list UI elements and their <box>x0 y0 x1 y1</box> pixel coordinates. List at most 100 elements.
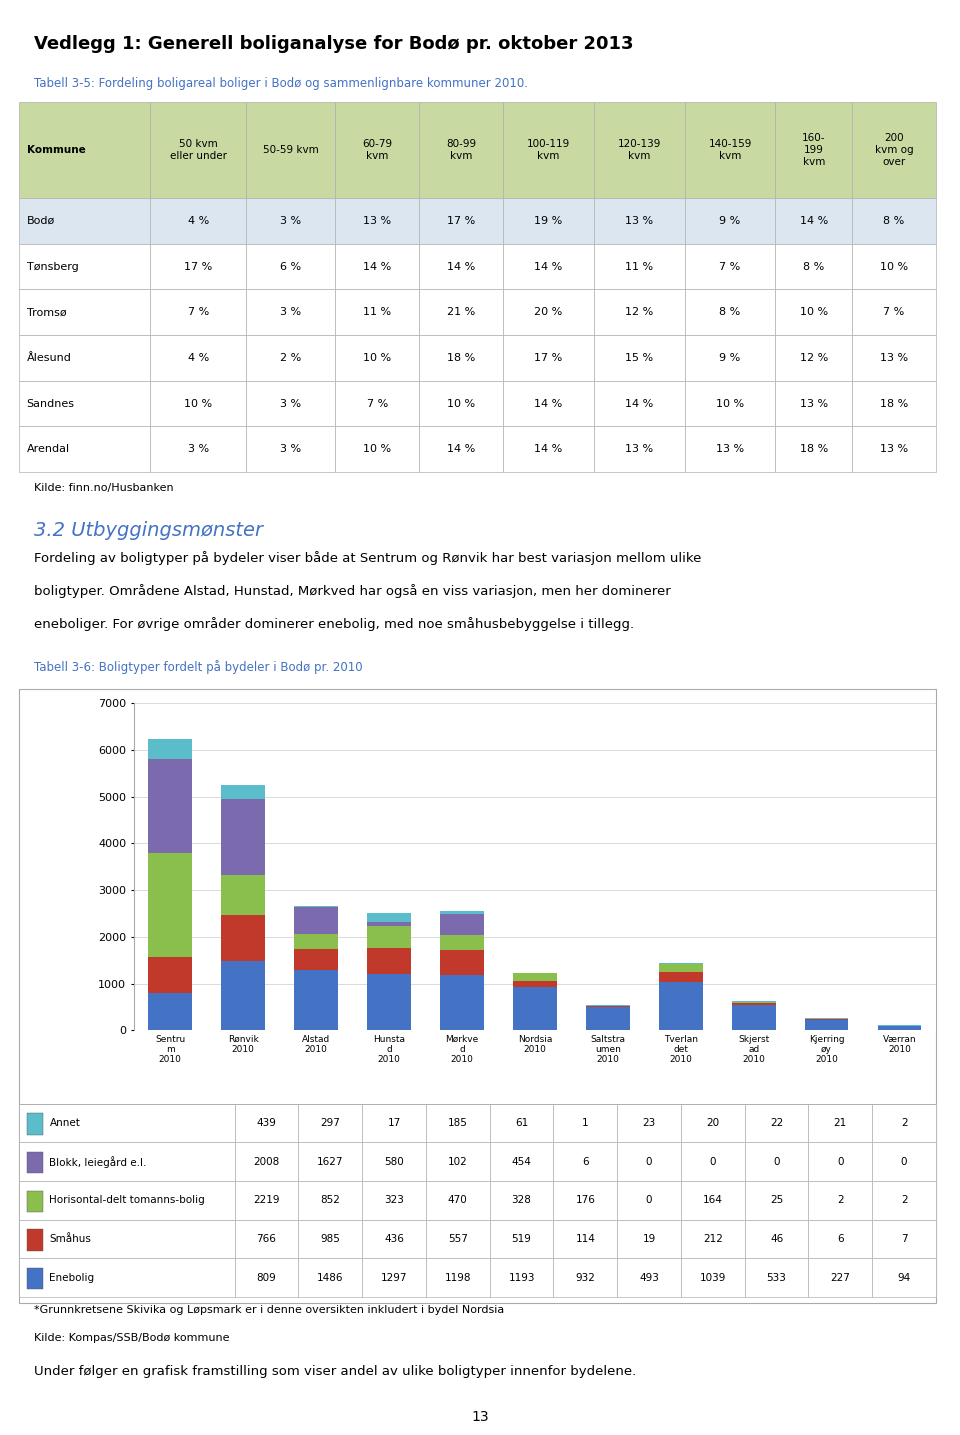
Bar <box>745 1104 808 1142</box>
Text: 4 %: 4 % <box>188 217 209 225</box>
Bar <box>732 1006 776 1030</box>
Bar <box>776 380 852 426</box>
Text: 0: 0 <box>837 1157 844 1167</box>
Bar <box>151 380 247 426</box>
Text: 46: 46 <box>770 1234 783 1244</box>
Text: 6 %: 6 % <box>280 261 301 271</box>
Text: 23: 23 <box>642 1118 656 1128</box>
Text: Nordsia
2010: Nordsia 2010 <box>517 1035 552 1055</box>
Bar <box>294 934 338 950</box>
Bar <box>234 1181 299 1220</box>
Bar <box>149 739 192 759</box>
Text: Sandnes: Sandnes <box>27 399 75 409</box>
Text: 14 %: 14 % <box>534 445 563 455</box>
Bar <box>873 1258 936 1297</box>
Bar <box>617 1220 681 1258</box>
Text: 17: 17 <box>388 1118 400 1128</box>
Text: 25: 25 <box>770 1195 783 1205</box>
Bar <box>419 102 503 198</box>
Bar <box>681 1142 745 1181</box>
Bar <box>852 336 936 380</box>
Bar <box>745 1220 808 1258</box>
Text: 6: 6 <box>837 1234 844 1244</box>
Text: 470: 470 <box>448 1195 468 1205</box>
Text: 7 %: 7 % <box>188 307 209 317</box>
Text: 114: 114 <box>575 1234 595 1244</box>
Text: 18 %: 18 % <box>446 353 475 363</box>
Text: 3 %: 3 % <box>280 399 301 409</box>
Bar <box>234 1104 299 1142</box>
Bar <box>247 198 335 244</box>
Text: 11 %: 11 % <box>363 307 391 317</box>
Bar <box>335 336 419 380</box>
Text: 852: 852 <box>321 1195 340 1205</box>
Bar <box>27 1269 43 1290</box>
Text: 6: 6 <box>582 1157 588 1167</box>
Bar <box>419 290 503 336</box>
Bar <box>19 1104 234 1142</box>
Bar <box>745 1142 808 1181</box>
Text: 13 %: 13 % <box>625 217 653 225</box>
Text: 323: 323 <box>384 1195 404 1205</box>
Bar <box>367 974 411 1030</box>
Bar <box>367 921 411 927</box>
Bar <box>362 1220 426 1258</box>
Bar <box>745 1258 808 1297</box>
Text: Blokk, leiegård e.l.: Blokk, leiegård e.l. <box>50 1155 147 1168</box>
Bar <box>149 993 192 1030</box>
Text: 21 %: 21 % <box>446 307 475 317</box>
Bar <box>440 911 484 914</box>
Text: 7 %: 7 % <box>883 307 904 317</box>
Text: 533: 533 <box>767 1273 786 1283</box>
Bar <box>503 426 593 472</box>
Bar <box>852 426 936 472</box>
Text: Ålesund: Ålesund <box>27 353 71 363</box>
Bar <box>19 244 151 290</box>
Text: Tromsø: Tromsø <box>27 307 66 317</box>
Bar <box>852 290 936 336</box>
Text: 493: 493 <box>639 1273 659 1283</box>
Text: Småhus: Småhus <box>50 1234 91 1244</box>
Bar <box>19 1258 234 1297</box>
Text: 10 %: 10 % <box>716 399 744 409</box>
Text: 17 %: 17 % <box>534 353 563 363</box>
Bar <box>299 1181 362 1220</box>
Bar <box>419 336 503 380</box>
Bar <box>247 336 335 380</box>
Bar <box>490 1220 554 1258</box>
Text: Enebolig: Enebolig <box>50 1273 95 1283</box>
Text: 1486: 1486 <box>317 1273 344 1283</box>
Bar <box>27 1191 43 1213</box>
Bar <box>681 1258 745 1297</box>
Bar <box>808 1220 873 1258</box>
Bar <box>732 1003 776 1006</box>
Bar <box>617 1104 681 1142</box>
Bar <box>490 1142 554 1181</box>
Bar <box>503 244 593 290</box>
Bar <box>151 102 247 198</box>
Bar <box>440 914 484 936</box>
Text: 19 %: 19 % <box>534 217 563 225</box>
Bar <box>19 336 151 380</box>
Bar <box>745 1181 808 1220</box>
Text: Horisontal-delt tomanns-bolig: Horisontal-delt tomanns-bolig <box>50 1195 205 1205</box>
Bar <box>247 380 335 426</box>
Bar <box>426 1104 490 1142</box>
Text: 7 %: 7 % <box>367 399 388 409</box>
Bar <box>151 426 247 472</box>
Bar <box>684 336 776 380</box>
Bar <box>776 290 852 336</box>
Bar <box>335 198 419 244</box>
Bar <box>852 380 936 426</box>
Bar <box>659 971 703 982</box>
Bar <box>593 198 684 244</box>
Bar <box>151 290 247 336</box>
Bar <box>19 1142 234 1181</box>
Text: Annet: Annet <box>50 1118 81 1128</box>
Text: 7 %: 7 % <box>719 261 741 271</box>
Bar <box>440 936 484 950</box>
Text: 14 %: 14 % <box>534 399 563 409</box>
Text: 2 %: 2 % <box>280 353 301 363</box>
Bar <box>294 950 338 970</box>
Text: Tabell 3-6: Boligtyper fordelt på bydeler i Bodø pr. 2010: Tabell 3-6: Boligtyper fordelt på bydele… <box>34 660 362 674</box>
